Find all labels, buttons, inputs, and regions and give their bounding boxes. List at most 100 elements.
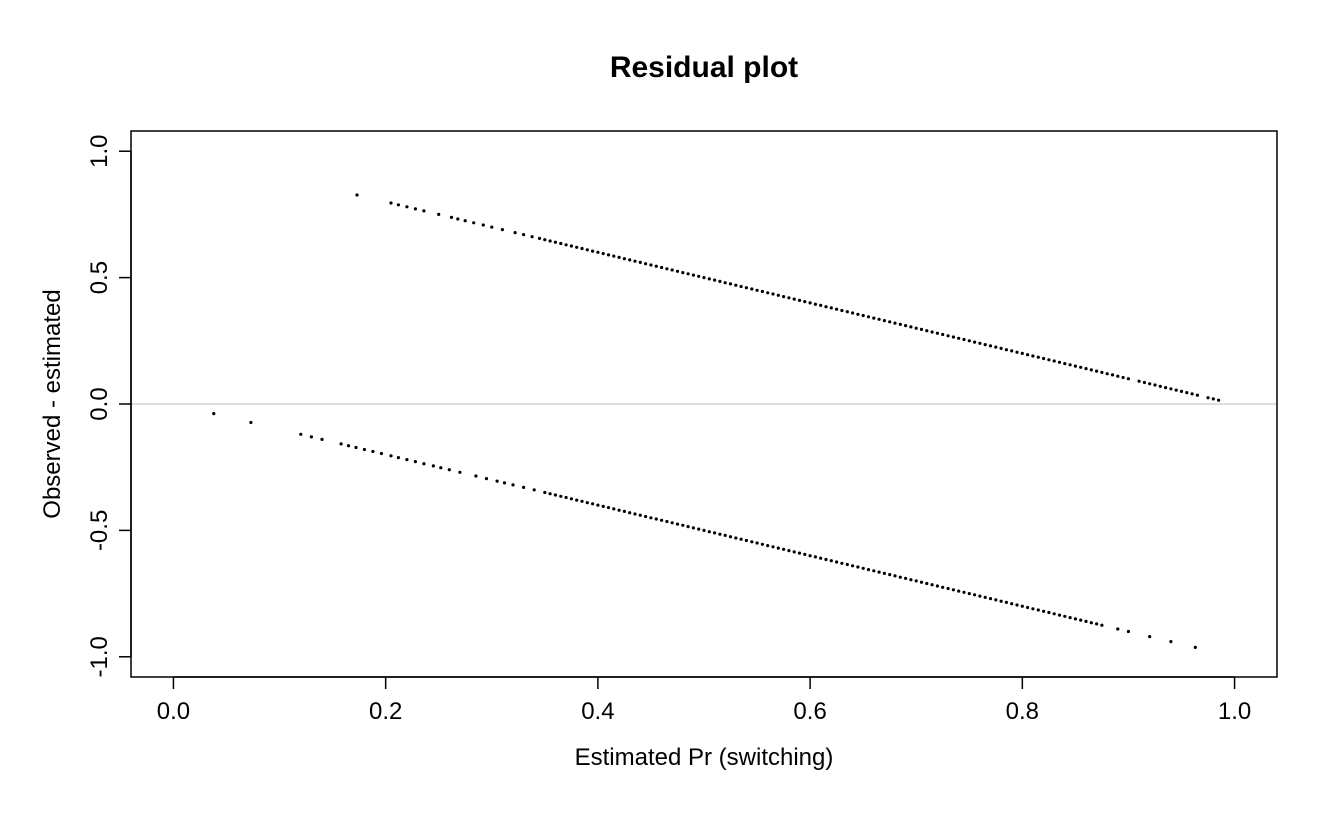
x-tick-label: 1.0 [1218,698,1251,725]
residual-point [484,477,489,481]
y-tick-label: -0.5 [86,510,113,551]
residual-point [962,337,966,342]
residual-point [1063,614,1067,618]
residual-point [983,595,987,600]
residual-point [882,319,887,323]
residual-point [1153,383,1157,387]
residual-point [1148,635,1152,639]
residual-point [346,444,351,448]
residual-point [946,334,950,338]
residual-point [1174,388,1178,392]
residual-point [909,325,913,329]
residual-point [973,340,977,344]
residual-point [1036,608,1040,612]
residual-point [1036,355,1040,359]
residual-point [861,313,865,318]
residual-point [978,341,982,345]
x-axis-label: Estimated Pr (switching) [575,744,834,771]
residual-point [354,445,358,450]
residual-point [1042,609,1046,613]
residual-point [967,339,971,343]
residual-point [882,571,887,576]
residual-point [967,592,971,596]
residual-point [744,538,749,543]
residual-point [500,228,504,232]
residual-point [851,564,855,568]
residual-point [1110,373,1115,377]
residual-point [1121,375,1125,380]
residual-point [797,551,802,555]
residual-point [649,516,653,520]
residual-point [601,504,605,508]
residual-point [707,277,711,281]
residual-point [1042,356,1046,361]
residual-point [1031,607,1035,611]
residual-point [654,517,658,521]
residual-point [1015,350,1019,354]
residual-point [808,554,812,558]
residual-point [1179,389,1184,393]
residual-point [670,521,674,525]
residual-point [856,312,860,316]
residual-point [856,565,860,569]
residual-point [1206,396,1210,400]
residual-point [309,435,313,439]
residual-point [1079,365,1083,369]
residual-point [511,483,515,487]
residual-point [606,506,611,510]
residual-point [973,593,977,597]
residual-point [591,249,595,253]
residual-point [904,576,908,581]
residual-point [1084,367,1088,371]
residual-point [396,456,400,460]
residual-point [835,307,839,311]
residual-point [925,581,929,586]
residual-point [728,535,733,539]
residual-point [1169,640,1173,644]
residual-point [1010,602,1014,606]
residual-point [935,331,940,335]
residual-point [803,552,807,557]
residual-point [1142,380,1146,385]
residual-point [760,542,765,546]
residual-point [622,509,627,513]
residual-point [1079,618,1083,622]
residual-point [1020,604,1024,608]
residual-point [718,279,722,283]
residual-point [1047,358,1051,362]
residual-point [1164,386,1168,390]
residual-point [596,503,600,507]
residual-point [877,570,881,574]
residual-point [474,474,478,478]
residual-point [1063,362,1067,366]
residual-point [999,346,1003,350]
residual-point [665,519,669,524]
residual-point [941,332,945,337]
residual-point [713,531,717,535]
residual-point [495,479,499,483]
residual-point [1004,348,1009,352]
residual-point [522,485,526,489]
residual-point [697,527,701,531]
residual-point [1105,372,1109,376]
residual-point [930,330,934,334]
residual-point [978,594,982,598]
residual-point [888,320,892,324]
residual-point [919,580,924,584]
residual-point [379,451,383,456]
residual-point [866,315,871,319]
residual-point [553,240,558,244]
residual-point [591,502,595,506]
residual-point [1217,398,1221,402]
residual-point [734,283,738,287]
residual-point [1211,397,1215,401]
residual-point [1100,370,1104,374]
residual-point [339,442,343,446]
residual-point [575,498,579,502]
residual-point [1116,627,1120,631]
residual-point [1100,623,1104,627]
residual-point [543,238,547,242]
x-tick-label: 0.4 [581,698,614,725]
residual-point [957,336,961,340]
